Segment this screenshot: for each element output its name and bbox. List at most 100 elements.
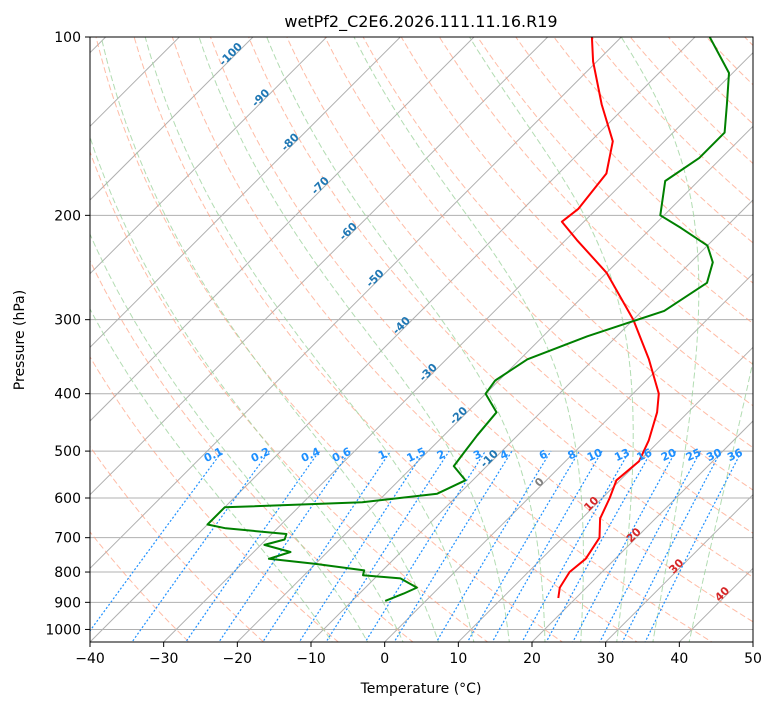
dry-adiabat-line — [286, 37, 753, 534]
isotherm-label: -40 — [390, 314, 413, 337]
y-tick-label: 500 — [54, 444, 81, 460]
moist-adiabat-line — [688, 358, 753, 642]
temperature-label: 30 — [666, 556, 686, 576]
mixing-ratio-label: 0.6 — [330, 445, 353, 465]
dry-adiabat-line — [438, 37, 753, 365]
x-tick-label: 0 — [380, 651, 389, 667]
mixing-ratio-line — [435, 450, 552, 642]
mixing-ratio-line — [90, 450, 223, 632]
mixing-ratio-label: 6 — [537, 447, 550, 462]
isotherm-label: -20 — [447, 404, 470, 427]
dry-adiabats — [90, 24, 775, 654]
temperature-line — [557, 37, 660, 599]
isotherm-label: -30 — [417, 361, 440, 384]
mixing-ratio-line — [491, 450, 603, 642]
y-tick-label: 200 — [54, 208, 81, 224]
isotherm-line — [90, 37, 328, 275]
isotherm-line — [605, 493, 753, 642]
dry-adiabat-line — [171, 37, 713, 642]
mixing-ratio-label: 1 — [376, 448, 388, 463]
moist-adiabat-line — [353, 37, 584, 642]
isotherm-line — [531, 420, 753, 642]
dry-adiabat-line — [95, 37, 564, 642]
dewpoint-line — [206, 37, 730, 602]
mixing-ratio-label: 16 — [635, 446, 655, 464]
mixing-ratio-line — [521, 450, 631, 642]
mixing-ratio-label: 10 — [585, 446, 605, 464]
isotherm-line — [236, 125, 753, 642]
line-labels: 0.1 0.2 0.4 0.6 1 1.5 2 3 4 6 8 10 13 16 20 25 30 36-100-… — [202, 40, 745, 604]
dry-adiabat-line — [591, 37, 753, 204]
dry-adiabat-line — [515, 37, 753, 284]
isotherm-label: -60 — [337, 220, 360, 243]
mixing-ratio-line — [644, 450, 743, 642]
x-tick-label: 10 — [449, 651, 467, 667]
dry-adiabat-line — [90, 355, 340, 642]
mixing-ratio-line — [545, 450, 653, 642]
dry-adiabat-line — [209, 37, 753, 623]
mixing-ratio-line — [325, 450, 450, 642]
dry-adiabat-line — [90, 150, 489, 642]
isotherm-line — [90, 37, 401, 349]
x-tick-label: −40 — [75, 651, 105, 667]
dry-adiabat-line — [133, 37, 638, 642]
mixing-ratio-line — [298, 450, 425, 642]
dry-adiabat-line — [770, 24, 775, 654]
dry-adiabat-line — [90, 259, 414, 642]
mixing-ratio-line — [621, 450, 722, 642]
background-lines — [90, 24, 775, 654]
x-tick-label: −10 — [296, 651, 326, 667]
y-tick-label: 100 — [54, 30, 81, 46]
isotherm-line — [90, 37, 696, 642]
grid-lines — [90, 37, 753, 642]
x-axis-label: Temperature (°C) — [360, 681, 482, 697]
moist-adiabat-line — [100, 37, 440, 642]
mixing-ratio-lines — [90, 450, 743, 642]
mixing-ratio-line — [131, 450, 270, 642]
dry-adiabat-line — [362, 37, 753, 449]
dry-adiabat-line — [90, 531, 190, 642]
x-tick-label: 30 — [597, 651, 615, 667]
moist-adiabats — [90, 37, 753, 642]
dry-adiabat-line — [553, 37, 753, 244]
mixing-ratio-label: 2 — [435, 448, 447, 463]
isotherm-line — [384, 272, 753, 642]
y-axis: 100 200 300 400 500 600 700 800 900 1000 — [45, 30, 90, 638]
moist-adiabat-line — [266, 37, 546, 642]
y-tick-label: 900 — [54, 595, 81, 611]
dry-adiabat-line — [477, 37, 753, 325]
x-axis: −40 −30 −20 −10 0 10 20 30 40 50 — [75, 642, 762, 667]
y-tick-label: 800 — [54, 565, 81, 581]
mixing-ratio-label: 0.4 — [299, 445, 322, 465]
mixing-ratio-line — [262, 450, 392, 642]
y-tick-label: 1000 — [45, 622, 81, 638]
dry-adiabat-line — [248, 37, 753, 578]
isotherm-line — [163, 51, 753, 642]
isotherm-label: -80 — [279, 130, 302, 153]
mixing-ratio-label: 25 — [684, 446, 703, 464]
mixing-ratio-label: 30 — [704, 446, 724, 464]
isotherm-line — [457, 346, 753, 642]
isotherm-line — [678, 567, 753, 642]
dry-adiabat-line — [705, 37, 753, 86]
dry-adiabat-line — [324, 37, 753, 491]
chart-title: wetPf2_C2E6.2026.111.11.16.R19 — [284, 12, 557, 32]
moist-adiabat-line — [144, 37, 475, 642]
mixing-ratio-label: 20 — [659, 446, 679, 464]
x-tick-label: 40 — [670, 651, 688, 667]
mixing-ratio-line — [466, 450, 580, 642]
x-tick-label: −20 — [223, 651, 253, 667]
x-tick-label: 50 — [744, 651, 762, 667]
dry-adiabat-line — [90, 445, 265, 642]
isotherm-line — [90, 37, 254, 201]
moist-adiabat-line — [90, 232, 369, 642]
temperature-label: 20 — [624, 525, 644, 545]
isotherm-label: -50 — [363, 267, 386, 290]
moist-adiabat-line — [198, 37, 510, 642]
isotherm-line — [90, 37, 549, 496]
mixing-ratio-label: 0.2 — [249, 445, 272, 465]
mixing-ratio-label: 13 — [612, 446, 631, 464]
y-tick-label: 400 — [54, 387, 81, 403]
mixing-ratio-label: 36 — [725, 446, 745, 464]
